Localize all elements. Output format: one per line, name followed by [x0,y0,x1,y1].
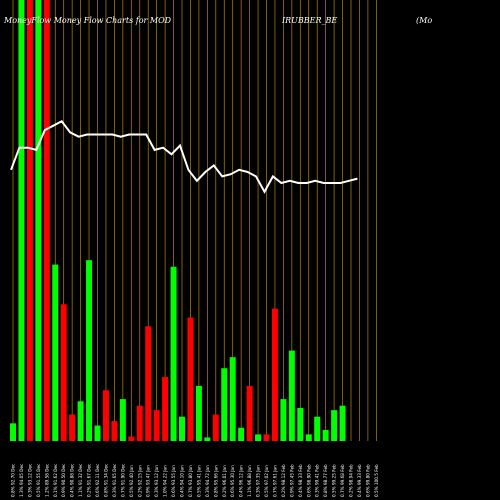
x-tick-label: 0.7% 97.61 Jan [272,465,277,497]
bar-up [179,416,185,441]
chart-title-left: MoneyFlow Money Flow Charts for MOD [3,16,172,25]
bar-up [221,368,228,441]
bar-down [111,421,118,441]
x-tick-label: 0.2% 96.01 Jan [222,465,227,497]
x-tick-label: 0.3% 91.65 Dec [112,463,117,497]
bar-up [305,434,312,441]
bar-up [255,434,262,441]
x-tick-label: 0.5% 91.55 Dec [36,463,41,497]
x-tick-label: 0.8% 98.77 Feb [323,464,328,497]
bar-down [153,410,160,441]
money-flow-line [10,120,358,194]
bar-down [145,326,152,441]
x-tick-label: 0.2% 98.12 Feb [281,464,286,497]
bar-up [119,399,126,441]
bar-up [322,429,329,441]
bar-up [331,410,338,441]
x-tick-label: 0.8% 92.70 Dec [11,463,16,497]
x-tick-label: 1.2% 89.58 Dec [44,463,49,497]
bar-down [128,436,135,441]
x-tick-label: 0.7% 93.80 Jan [188,465,193,497]
x-tick-label: 1.3% 94.05 Dec [19,463,24,497]
x-tick-label: 0.5% 92.40 Jan [129,465,134,497]
x-tick-label: 0.7% 99.68 Feb [340,464,345,497]
x-tick-label: 0.4% 90.88 Dec [70,463,75,497]
bar-up [35,0,42,441]
bar-up [52,264,59,441]
bar-down [187,317,194,441]
bar-down [102,390,109,441]
x-tick-label: 1.0% 94.22 Jan [163,465,168,497]
bar-down [136,405,143,441]
x-tick-label: 0.4% 99.33 Feb [357,464,362,497]
bar-up [94,425,101,441]
bar-down [212,414,219,441]
x-tick-label: 0.3% 93.12 Jan [154,465,159,497]
vertical-gridlines [12,0,377,441]
bar-up [238,427,245,441]
bar-down [263,434,270,441]
x-axis-tick-labels: 0.8% 92.70 Dec 1.3% 94.05 Dec 0.3% 93.12 D… [11,463,379,497]
x-tick-label: 0.1% 91.62 Dec [53,463,58,497]
x-tick-label: 0.9% 90.50 Dec [61,463,66,497]
x-tick-label: 0.6% 98.90 Feb [306,464,311,497]
money-flow-bars [10,0,346,441]
x-tick-label: 1.1% 91.32 Dec [78,463,83,497]
x-tick-label: 0.3% 97.35 Jan [256,465,261,497]
x-tick-label: 0.6% 99.80 Feb [365,464,370,497]
bar-up [195,385,202,441]
x-tick-label: 0.4% 98.33 Feb [298,464,303,497]
bar-up [170,266,177,441]
bar-down [43,0,50,441]
x-tick-label: 0.4% 94.10 Jan [180,465,185,497]
x-tick-label: 0.4% 96.12 Jan [239,465,244,497]
bar-up [339,405,346,441]
x-tick-label: 0.2% 92.15 Jan [137,465,142,497]
x-tick-label: 0.3% 99.41 Feb [315,464,320,497]
bar-up [77,401,84,441]
bar-down [69,414,76,441]
x-tick-label: 0.8% 91.34 Dec [103,463,108,497]
bar-down [271,308,278,441]
bar-up [204,437,211,441]
bar-up [10,423,16,441]
bar-down [162,377,169,441]
bar-up [86,260,93,441]
x-tick-label: 0.3% 94.72 Jan [205,465,210,497]
chart-title-right: (Mo [416,16,432,25]
bar-up [314,416,321,441]
x-tick-label: 0.5% 95.41 Jan [196,465,201,497]
x-tick-label: 0.5% 97.02 Jan [264,465,269,497]
chart-title-ticker: IRUBBER_BE [281,16,337,25]
bar-down [60,304,67,441]
bar-up [280,399,287,441]
bar-up [229,357,236,441]
x-tick-label: 0.6% 95.30 Jan [230,465,235,497]
bar-up [297,407,304,441]
x-tick-label: 0.6% 93.55 Jan [171,465,176,497]
x-tick-label: 0.8% 95.66 Jan [213,465,218,497]
x-tick-label: 1.1% 96.88 Jan [247,465,252,497]
x-tick-label: 0.6% 92.11 Dec [95,463,100,497]
x-tick-label: 0.5% 99.25 Feb [332,464,337,497]
x-tick-label: 0.3% 93.12 Dec [27,463,32,497]
bar-down [26,0,33,441]
x-tick-label: 0.5% 100.5 Feb [374,464,379,497]
x-tick-label: 0.9% 93.47 Jan [146,465,151,497]
x-tick-label: 0.2% 98.94 Feb [349,464,354,497]
x-tick-label: 0.9% 97.45 Feb [289,464,294,497]
bar-up [18,0,25,441]
x-tick-label: 0.2% 91.67 Dec [87,463,92,497]
bar-down [246,385,253,441]
bar-up [288,350,295,441]
x-tick-label: 0.7% 91.90 Dec [120,463,125,497]
